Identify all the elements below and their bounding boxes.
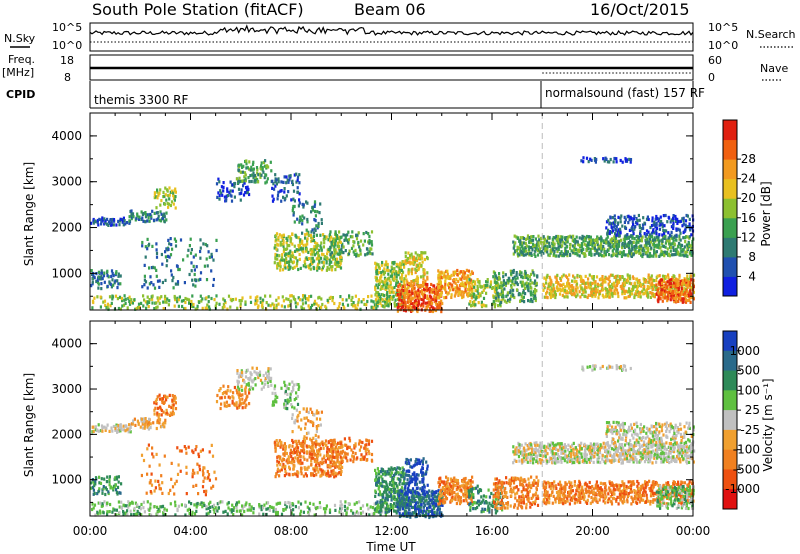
- velocity-colorbar: 1000 500 100 25 -25 -100 -500 -1000: [722, 330, 760, 510]
- velocity-colorbar-tick: 500: [737, 364, 760, 378]
- x-tick: 12:00: [374, 524, 409, 538]
- velocity-colorbar-tick: 1000: [729, 344, 760, 358]
- velocity-colorbar-swatch: [723, 370, 737, 391]
- power-heatmap-panel: 1000 2000 3000 4000: [51, 112, 696, 314]
- power-colorbar-tick: 8: [748, 250, 756, 264]
- velocity-colorbar-tick: 100: [737, 383, 760, 397]
- power-colorbar-tick: 20: [741, 191, 756, 205]
- freq-tick-top: 18: [60, 54, 74, 67]
- cpid-segment-1: themis 3300 RF: [94, 93, 188, 107]
- velocity-colorbar-swatch: [723, 410, 737, 431]
- power-colorbar-swatch: [723, 237, 737, 258]
- velocity-colorbar-swatch: [723, 350, 737, 372]
- nave-tick-top: 60: [708, 54, 722, 67]
- freq-label: Freq.: [8, 53, 35, 66]
- nsky-tick-bottom: 10^0: [52, 39, 82, 52]
- velocity-colorbar-swatch: [723, 449, 737, 470]
- power-ytick: 4000: [51, 129, 82, 143]
- x-tick: 00:00: [676, 524, 711, 538]
- velocity-colorbar-swatch: [723, 429, 737, 451]
- freq-tick-bottom: 8: [64, 71, 71, 84]
- power-colorbar-swatch: [723, 120, 737, 141]
- velocity-ytick: 2000: [51, 427, 82, 441]
- velocity-colorbar-tick: 25: [745, 403, 760, 417]
- power-colorbar-tick: 28: [741, 152, 756, 166]
- velocity-colorbar-tick: -100: [733, 443, 760, 457]
- power-colorbar-swatch: [723, 256, 737, 277]
- velocity-cells: [90, 364, 696, 520]
- power-colorbar-label: Power [dB]: [759, 181, 773, 246]
- velocity-ytick: 1000: [51, 473, 82, 487]
- power-colorbar-swatch: [723, 198, 737, 219]
- velocity-colorbar-swatch: [723, 469, 737, 490]
- velocity-colorbar-tick: -500: [733, 462, 760, 476]
- velocity-colorbar-tick: -25: [740, 423, 760, 437]
- power-ytick: 2000: [51, 221, 82, 235]
- power-ylabel: Slant Range [km]: [22, 162, 36, 266]
- power-colorbar-tick: 4: [748, 269, 756, 283]
- nsky-trace: [89, 24, 694, 43]
- nave-tick-bottom: 0: [708, 71, 715, 84]
- power-colorbar-swatch: [723, 276, 737, 297]
- x-tick: 20:00: [575, 524, 610, 538]
- power-ytick: 3000: [51, 175, 82, 189]
- velocity-colorbar-swatch: [723, 489, 737, 510]
- nsky-tick-top: 10^5: [52, 21, 82, 34]
- x-axis-label: Time UT: [365, 540, 416, 554]
- cpid-segment-2: normalsound (fast) 157 RF: [545, 86, 705, 100]
- velocity-ytick: 3000: [51, 382, 82, 396]
- velocity-colorbar-swatch: [723, 390, 737, 411]
- power-colorbar-swatch: [723, 159, 737, 180]
- nsearch-label: N.Search: [746, 28, 796, 41]
- nsearch-tick-top: 10^5: [708, 21, 738, 34]
- power-cells: [90, 156, 696, 314]
- power-colorbar-swatch: [723, 178, 737, 199]
- freq-trace: [90, 66, 693, 74]
- x-tick: 04:00: [173, 524, 208, 538]
- x-tick: 00:00: [73, 524, 108, 538]
- power-colorbar-tick: 12: [741, 230, 756, 244]
- velocity-heatmap-panel: 1000 2000 3000 4000 00:00 04:00 08:00 12:00 16:0…: [51, 320, 711, 538]
- freq-unit: [MHz]: [2, 66, 34, 79]
- nsky-panel: [89, 22, 694, 52]
- x-tick: 16:00: [475, 524, 510, 538]
- velocity-colorbar-tick: -1000: [725, 482, 760, 496]
- power-colorbar-swatch: [723, 139, 737, 160]
- nave-label: Nave: [760, 62, 788, 75]
- velocity-ylabel: Slant Range [km]: [22, 373, 36, 477]
- cpid-label: CPID: [6, 88, 35, 101]
- beam-label: Beam 06: [354, 0, 426, 19]
- power-ytick: 1000: [51, 266, 82, 280]
- power-colorbar: 4 8 12 16 20 24 28: [722, 119, 756, 297]
- power-colorbar-swatch: [723, 217, 737, 238]
- power-colorbar-tick: 24: [741, 172, 756, 186]
- nsearch-tick-bottom: 10^0: [708, 39, 738, 52]
- date-label: 16/Oct/2015: [590, 0, 690, 19]
- velocity-ytick: 4000: [51, 337, 82, 351]
- velocity-colorbar-label: Velocity [m s⁻¹]: [761, 378, 775, 471]
- chart-title: South Pole Station (fitACF): [92, 0, 304, 19]
- power-colorbar-tick: 16: [741, 211, 756, 225]
- nsky-label: N.Sky: [4, 32, 36, 45]
- velocity-colorbar-swatch: [723, 331, 737, 352]
- x-tick: 08:00: [274, 524, 309, 538]
